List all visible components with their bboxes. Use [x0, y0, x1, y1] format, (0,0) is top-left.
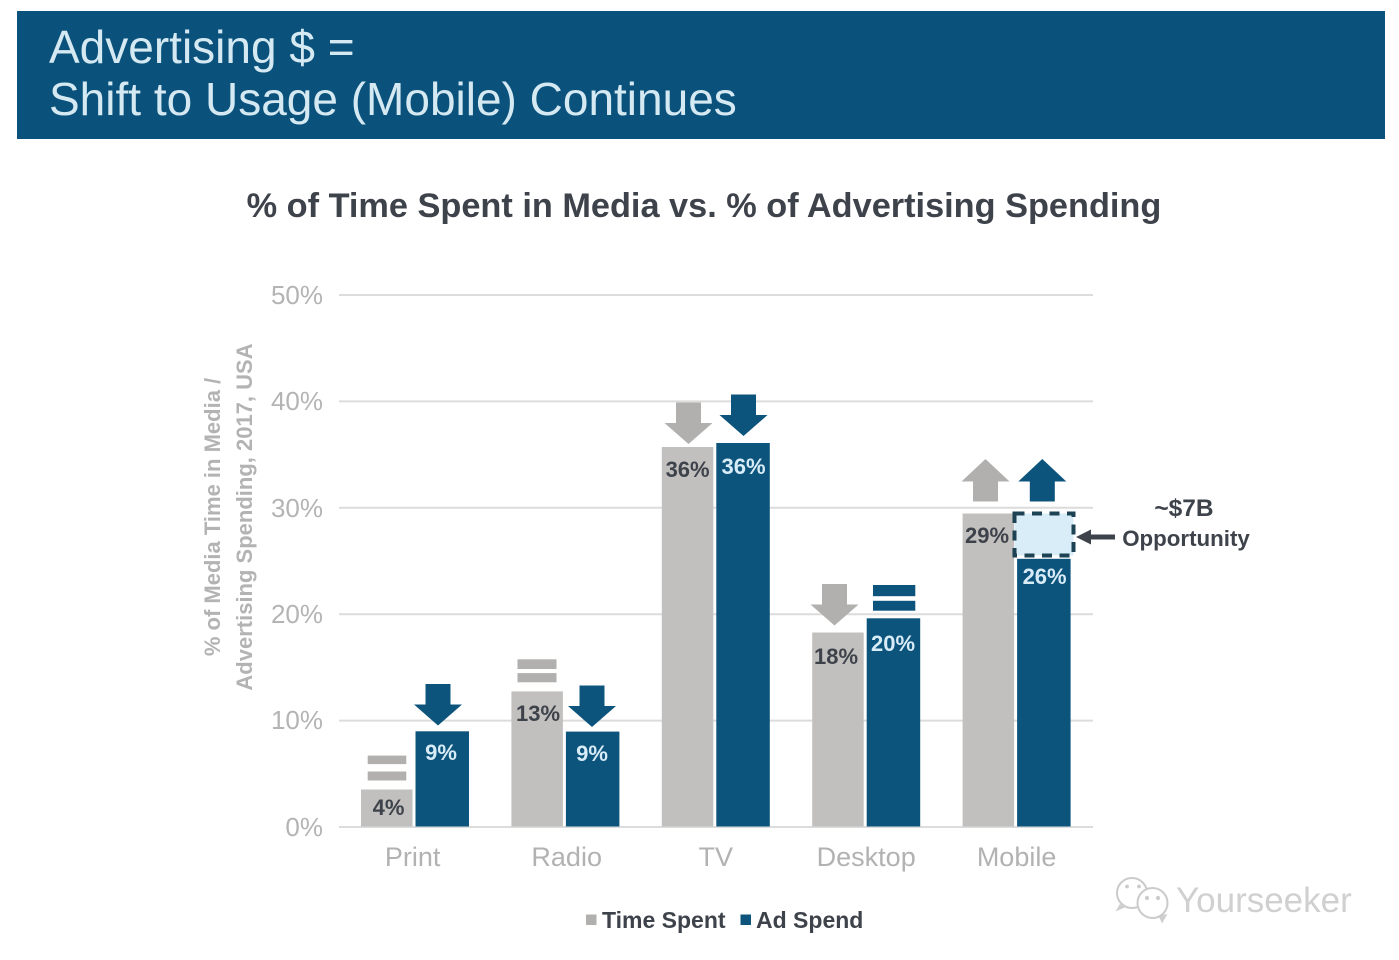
svg-text:13%: 13%	[516, 701, 560, 726]
svg-text:Desktop: Desktop	[817, 842, 916, 872]
svg-text:Advertising $ =: Advertising $ =	[49, 21, 355, 73]
svg-text:~$7B: ~$7B	[1154, 495, 1213, 522]
svg-text:30%: 30%	[271, 493, 323, 523]
svg-text:Shift to Usage (Mobile) Contin: Shift to Usage (Mobile) Continues	[49, 73, 737, 125]
svg-text:36%: 36%	[666, 457, 710, 482]
svg-text:Radio: Radio	[531, 842, 602, 872]
svg-text:0%: 0%	[285, 812, 323, 842]
svg-text:18%: 18%	[814, 644, 858, 669]
svg-text:Opportunity: Opportunity	[1122, 526, 1250, 551]
svg-text:TV: TV	[699, 842, 734, 872]
svg-text:4%: 4%	[373, 795, 405, 820]
svg-text:Advertising Spending, 2017, US: Advertising Spending, 2017, USA	[232, 343, 257, 690]
svg-text:9%: 9%	[576, 741, 608, 766]
svg-text:20%: 20%	[271, 599, 323, 629]
svg-text:10%: 10%	[271, 705, 323, 735]
svg-text:9%: 9%	[425, 740, 457, 765]
svg-text:% of Time Spent in Media vs. %: % of Time Spent in Media vs. % of Advert…	[247, 187, 1162, 225]
svg-text:40%: 40%	[271, 386, 323, 416]
svg-text:29%: 29%	[965, 523, 1009, 548]
svg-text:Print: Print	[385, 842, 441, 872]
svg-text:Ad Spend: Ad Spend	[756, 907, 863, 933]
svg-text:Yourseeker: Yourseeker	[1176, 881, 1352, 920]
svg-text:20%: 20%	[871, 631, 915, 656]
svg-text:26%: 26%	[1023, 564, 1067, 589]
svg-text:Mobile: Mobile	[977, 842, 1057, 872]
svg-text:50%: 50%	[271, 280, 323, 310]
svg-text:% of Media Time in Media /: % of Media Time in Media /	[200, 378, 225, 656]
svg-text:Time Spent: Time Spent	[602, 907, 726, 933]
svg-text:36%: 36%	[721, 454, 765, 479]
